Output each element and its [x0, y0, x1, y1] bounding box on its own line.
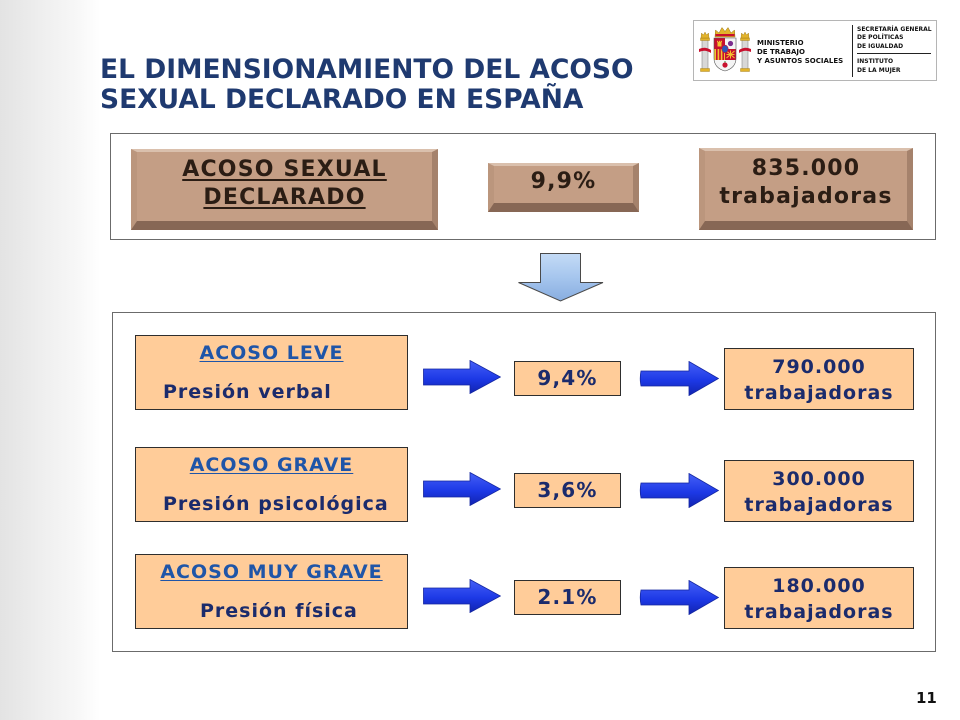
level-count-unit: trabajadoras — [744, 494, 894, 516]
level-percent-box: 9,4% — [514, 361, 621, 396]
summary-panel: ACOSO SEXUAL DECLARADO 9,9% 835.000 trab… — [110, 133, 936, 240]
logo-separator — [857, 53, 931, 54]
level-description: Presión psicológica — [163, 493, 389, 515]
level-category-box: ACOSO MUY GRAVE Presión física — [135, 554, 408, 629]
level-count-value: 790.000 — [772, 356, 866, 378]
ministry-line: Y ASUNTOS SOCIALES — [757, 56, 844, 65]
level-row: ACOSO GRAVE Presión psicológica 3,6% 300… — [113, 447, 935, 523]
logo-divider — [852, 25, 853, 77]
summary-count-value: 835.000 — [751, 156, 861, 181]
summary-label-line[interactable]: ACOSO SEXUAL — [182, 157, 387, 182]
level-count-box: 180.000 trabajadoras — [724, 567, 914, 629]
right-arrow-icon — [639, 473, 719, 508]
level-heading-link[interactable]: ACOSO MUY GRAVE — [160, 561, 383, 583]
right-arrow-icon — [639, 361, 719, 396]
level-percent-box: 2.1% — [514, 580, 621, 615]
ministry-line: DE TRABAJO — [757, 47, 805, 56]
level-count-box: 300.000 trabajadoras — [724, 460, 914, 522]
level-percent-box: 3,6% — [514, 473, 621, 508]
level-count-unit: trabajadoras — [744, 382, 894, 404]
level-count-box: 790.000 trabajadoras — [724, 348, 914, 410]
down-arrow-icon — [518, 253, 604, 302]
title-line-1: EL DIMENSIONAMIENTO DEL ACOSO — [100, 54, 634, 85]
level-row: ACOSO LEVE Presión verbal 9,4% 790.000 t… — [113, 335, 935, 411]
level-description: Presión física — [200, 600, 358, 622]
secretariat-line: DE IGUALDAD — [857, 42, 904, 50]
summary-percent-box: 9,9% — [488, 163, 639, 212]
summary-label-line[interactable]: DECLARADO — [203, 185, 366, 210]
levels-panel: ACOSO LEVE Presión verbal 9,4% 790.000 t… — [112, 312, 936, 652]
secretariat-line: DE POLÍTICAS — [857, 34, 904, 42]
page-number: 11 — [916, 689, 937, 707]
level-heading-link[interactable]: ACOSO GRAVE — [189, 454, 354, 476]
ministry-line: MINISTERIO — [757, 39, 804, 47]
summary-label-box[interactable]: ACOSO SEXUAL DECLARADO — [131, 149, 438, 230]
right-arrow-icon — [423, 579, 501, 613]
right-arrow-icon — [639, 580, 719, 615]
summary-count-box: 835.000 trabajadoras — [699, 148, 913, 230]
level-percent-value: 9,4% — [537, 366, 598, 390]
slide-title: EL DIMENSIONAMIENTO DEL ACOSO SEXUAL DEC… — [100, 55, 634, 115]
coat-of-arms-icon — [699, 27, 751, 72]
level-heading-link[interactable]: ACOSO LEVE — [199, 342, 344, 364]
right-arrow-icon — [423, 360, 501, 394]
secretariat-line: SECRETARÍA GENERAL — [857, 26, 932, 33]
summary-percent-value: 9,9% — [530, 169, 597, 194]
level-category-box: ACOSO GRAVE Presión psicológica — [135, 447, 408, 522]
level-percent-value: 2.1% — [537, 585, 598, 609]
level-category-box: ACOSO LEVE Presión verbal — [135, 335, 408, 410]
institution-logo: MINISTERIO DE TRABAJO Y ASUNTOS SOCIALES… — [693, 20, 937, 81]
level-count-value: 180.000 — [772, 575, 866, 597]
summary-count-unit: trabajadoras — [719, 184, 893, 209]
level-row: ACOSO MUY GRAVE Presión física 2.1% 180.… — [113, 554, 935, 630]
institute-line: INSTITUTO — [857, 58, 894, 65]
institute-line: DE LA MUJER — [857, 66, 901, 74]
secretariat-name: SECRETARÍA GENERAL DE POLÍTICAS DE IGUAL… — [857, 26, 932, 51]
institute-name: INSTITUTO DE LA MUJER — [857, 58, 901, 75]
level-description: Presión verbal — [163, 381, 332, 403]
level-percent-value: 3,6% — [537, 478, 598, 502]
level-count-unit: trabajadoras — [744, 601, 894, 623]
ministry-name: MINISTERIO DE TRABAJO Y ASUNTOS SOCIALES — [757, 39, 843, 65]
right-arrow-icon — [423, 472, 501, 506]
title-line-2: SEXUAL DECLARADO EN ESPAÑA — [100, 84, 584, 115]
level-count-value: 300.000 — [772, 468, 866, 490]
